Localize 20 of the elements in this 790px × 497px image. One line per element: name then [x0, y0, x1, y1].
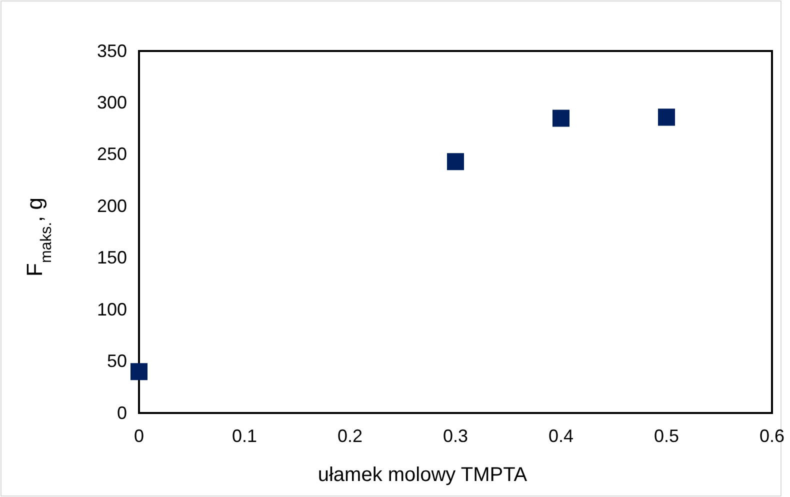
point — [130, 363, 148, 380]
y-tick-label: 300 — [96, 92, 127, 112]
point — [658, 108, 676, 126]
y-tick-label: 250 — [96, 144, 127, 164]
point — [552, 110, 570, 127]
y-tick-label: 350 — [96, 40, 127, 61]
x-tick-label: 0.3 — [442, 426, 468, 446]
x-tick-label: 0.2 — [337, 426, 363, 446]
y-tick-label: 100 — [96, 299, 127, 320]
x-tick-label: 0.1 — [232, 426, 258, 446]
point — [446, 153, 464, 170]
x-tick-label: 0.5 — [654, 426, 680, 446]
y-tick-label: 150 — [96, 248, 127, 268]
y-tick-label: 50 — [106, 351, 127, 372]
y-tick-label: 0 — [116, 402, 127, 423]
x-tick-label: 0.4 — [548, 426, 574, 446]
x-axis-title: ułamek molowy TMPTA — [318, 464, 528, 486]
y-tick-label: 200 — [96, 196, 127, 216]
x-tick-label: 0 — [134, 426, 144, 446]
x-tick-label: 0.6 — [759, 426, 785, 446]
